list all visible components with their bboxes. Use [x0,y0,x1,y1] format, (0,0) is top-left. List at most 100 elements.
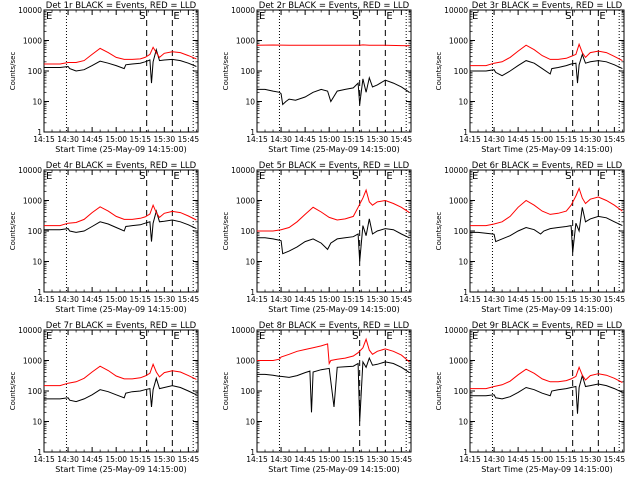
x-tick-label: 14:30 [270,295,292,304]
series-lld-line [470,42,623,67]
marker-letter-s: S [139,171,145,182]
y-axis-label: Counts/sec [9,372,17,411]
y-axis-label: Counts/sec [435,52,443,91]
y-tick-label: 100 [454,387,469,396]
x-tick-label: 14:30 [483,455,505,464]
marker-letter-e: E [599,331,605,342]
y-tick-label: 1000 [449,357,468,366]
plot-frame [43,329,199,453]
plot-frame [469,329,625,453]
y-tick-label: 10 [458,258,468,267]
y-tick-label: 100 [28,227,43,236]
panel-title: Det 8r BLACK = Events, RED = LLD [259,321,410,331]
x-tick-label: 15:00 [318,295,340,304]
x-tick-label: 15:15 [129,135,151,144]
series-events-line [257,356,410,422]
x-tick-label: 15:00 [105,295,127,304]
y-tick-label: 10 [245,258,255,267]
y-axis-label: Counts/sec [222,52,230,91]
y-tick-label: 1 [463,288,468,297]
y-tick-label: 10 [32,258,42,267]
panel-det-2: Det 2r BLACK = Events, RED = LLD 1 10 100 10… [222,1,412,154]
marker-letter-s: S [352,171,358,182]
x-axis-label: Start Time (25-May-09 14:15:00) [481,305,612,314]
series-events-line [470,207,623,253]
x-tick-label: 14:30 [483,135,505,144]
y-tick-label: 10000 [231,166,255,175]
x-tick-label: 14:30 [57,135,79,144]
y-tick-label: 10 [32,418,42,427]
x-tick-label: 15:15 [342,135,364,144]
x-tick-label: 14:15 [246,295,268,304]
y-tick-label: 1000 [236,37,255,46]
x-tick-label: 14:45 [294,295,316,304]
plot-frame [469,169,625,293]
y-tick-label: 1000 [236,197,255,206]
x-tick-label: 15:30 [580,295,602,304]
marker-letter-e: E [46,171,52,182]
x-tick-label: 15:45 [604,295,626,304]
marker-letter-e: E [259,171,265,182]
plot-frame [469,9,625,133]
marker-letter-e: E [386,331,392,342]
x-axis-label: Start Time (25-May-09 14:15:00) [481,145,612,154]
y-tick-label: 1 [250,448,255,457]
series-events-line [257,218,410,262]
x-tick-label: 15:15 [555,295,577,304]
x-axis-label: Start Time (25-May-09 14:15:00) [55,465,186,474]
y-tick-label: 1000 [236,357,255,366]
y-tick-label: 100 [28,67,43,76]
x-tick-label: 15:00 [531,135,553,144]
y-tick-label: 1000 [449,37,468,46]
plot-frame [256,169,412,293]
x-tick-label: 14:15 [33,295,55,304]
y-axis-label: Counts/sec [9,52,17,91]
x-tick-label: 14:30 [57,295,79,304]
y-tick-label: 1 [37,288,42,297]
series-lld-line [257,188,410,232]
x-tick-label: 15:30 [154,455,176,464]
x-tick-label: 15:15 [555,135,577,144]
x-tick-label: 14:45 [507,455,529,464]
y-tick-label: 100 [241,387,256,396]
y-tick-label: 10 [245,98,255,107]
x-tick-label: 15:30 [367,135,389,144]
y-tick-label: 1000 [449,197,468,206]
y-axis-label: Counts/sec [222,212,230,251]
x-tick-label: 14:15 [459,135,481,144]
x-tick-label: 14:15 [459,455,481,464]
marker-letter-s: S [139,331,145,342]
marker-letter-s: S [352,331,358,342]
plot-frame [43,169,199,293]
marker-letter-s: S [565,11,571,22]
plot-frame [43,9,199,133]
x-tick-label: 14:45 [507,295,529,304]
y-tick-label: 10000 [444,326,468,335]
plot-frame [256,329,412,453]
panel-det-8: Det 8r BLACK = Events, RED = LLD 1 10 100 10… [222,321,412,474]
marker-letter-e: E [472,171,478,182]
y-tick-label: 10000 [444,6,468,15]
y-tick-label: 10 [458,98,468,107]
x-tick-label: 15:00 [105,455,127,464]
y-tick-label: 1 [37,448,42,457]
marker-letter-e: E [173,11,179,22]
x-tick-label: 14:45 [81,455,103,464]
y-tick-label: 100 [241,227,256,236]
series-lld-line [470,365,623,390]
x-tick-label: 14:45 [294,455,316,464]
x-tick-label: 15:45 [604,455,626,464]
panel-det-9: Det 9r BLACK = Events, RED = LLD 1 10 100 10… [435,321,625,474]
x-tick-label: 14:30 [57,455,79,464]
x-tick-label: 15:15 [129,455,151,464]
x-tick-label: 14:30 [270,455,292,464]
x-axis-label: Start Time (25-May-09 14:15:00) [55,145,186,154]
y-axis-label: Counts/sec [222,372,230,411]
marker-letter-s: S [139,11,145,22]
x-tick-label: 15:00 [318,135,340,144]
x-tick-label: 15:30 [367,295,389,304]
x-tick-label: 15:45 [178,295,200,304]
x-tick-label: 15:30 [154,295,176,304]
x-tick-label: 15:15 [342,295,364,304]
y-tick-label: 1 [463,448,468,457]
